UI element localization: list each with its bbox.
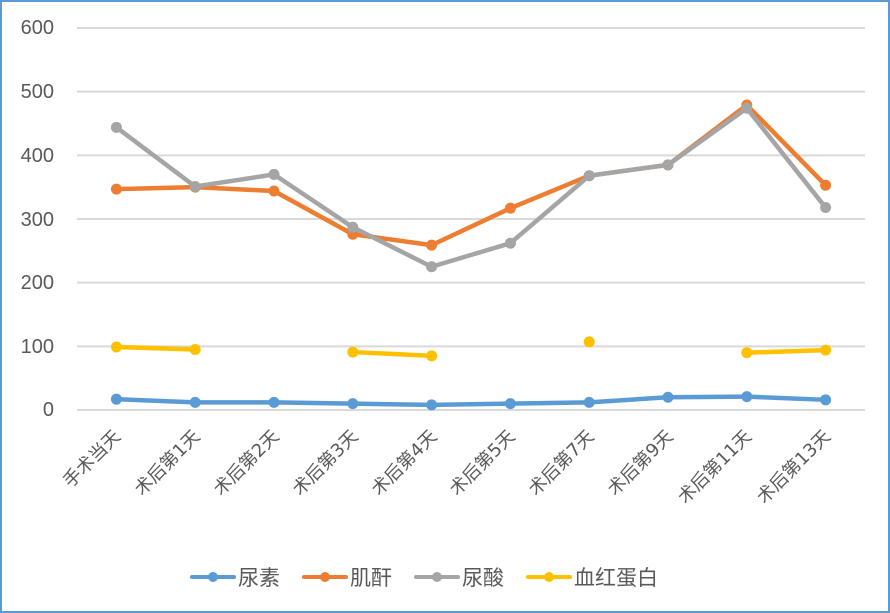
- series-segment: [429, 240, 513, 269]
- legend-label: 尿酸: [462, 566, 504, 590]
- data-point[interactable]: [189, 344, 201, 356]
- series-segment: [665, 394, 750, 400]
- series-segment: [192, 184, 277, 194]
- data-point[interactable]: [820, 394, 832, 406]
- data-point[interactable]: [189, 181, 201, 193]
- data-point[interactable]: [426, 350, 438, 362]
- series-1[interactable]: [110, 99, 832, 251]
- y-tick-100: 100: [20, 336, 54, 358]
- data-point[interactable]: [110, 121, 122, 133]
- series-lines: [110, 99, 832, 411]
- series-segment: [429, 205, 513, 248]
- data-point[interactable]: [426, 239, 438, 251]
- data-point[interactable]: [426, 261, 438, 273]
- y-tick-300: 300: [20, 209, 54, 231]
- data-point[interactable]: [820, 202, 832, 214]
- series-segment: [586, 395, 671, 405]
- y-tick-500: 500: [20, 81, 54, 103]
- series-segment: [350, 349, 434, 359]
- data-point[interactable]: [347, 398, 359, 410]
- legend-label: 肌酐: [350, 566, 392, 590]
- data-point[interactable]: [820, 344, 832, 356]
- y-tick-600: 600: [20, 17, 54, 39]
- series-segment: [508, 173, 592, 211]
- legend-label: 血红蛋白: [574, 566, 658, 590]
- series-segment: [114, 396, 198, 405]
- data-point[interactable]: [504, 237, 516, 249]
- series-segment: [665, 105, 750, 168]
- data-point[interactable]: [268, 168, 280, 180]
- data-point[interactable]: [110, 183, 122, 195]
- series-segment: [114, 344, 198, 352]
- y-tick-0: 0: [42, 399, 54, 421]
- series-segment: [350, 225, 434, 269]
- data-point[interactable]: [189, 396, 201, 408]
- data-point[interactable]: [583, 170, 595, 182]
- series-segment: [508, 173, 592, 246]
- data-point[interactable]: [504, 398, 516, 410]
- series-segment: [350, 232, 434, 248]
- legend-item-uric-acid[interactable]: 尿酸: [414, 562, 504, 592]
- data-point[interactable]: [268, 396, 280, 408]
- data-point[interactable]: [662, 159, 674, 171]
- series-segment: [114, 184, 198, 192]
- series-2[interactable]: [110, 102, 832, 273]
- gridlines: [77, 27, 865, 411]
- line-marker-icon: [190, 572, 236, 582]
- series-3[interactable]: [110, 336, 832, 362]
- series-segment: [744, 347, 828, 355]
- series-segment: [586, 162, 671, 178]
- legend-label: 尿素: [238, 566, 280, 590]
- data-point[interactable]: [741, 102, 753, 114]
- series-segment: [114, 125, 198, 189]
- legend: 尿素 肌酐 尿酸 血红蛋白: [190, 562, 720, 592]
- line-marker-icon: [302, 572, 348, 582]
- data-point[interactable]: [110, 393, 122, 405]
- data-point[interactable]: [268, 185, 280, 197]
- series-segment: [508, 400, 592, 406]
- series-0[interactable]: [110, 391, 832, 411]
- data-point[interactable]: [583, 396, 595, 408]
- series-segment: [744, 102, 828, 188]
- legend-item-creatinine[interactable]: 肌酐: [302, 562, 392, 592]
- line-marker-icon: [414, 572, 460, 582]
- data-point[interactable]: [426, 399, 438, 411]
- data-point[interactable]: [820, 179, 832, 191]
- y-tick-200: 200: [20, 272, 54, 294]
- data-point[interactable]: [504, 202, 516, 214]
- series-segment: [350, 401, 434, 408]
- line-marker-icon: [526, 572, 572, 582]
- data-point[interactable]: [583, 336, 595, 348]
- legend-item-urea[interactable]: 尿素: [190, 562, 280, 592]
- data-point[interactable]: [741, 391, 753, 403]
- series-segment: [271, 172, 356, 230]
- data-point[interactable]: [347, 346, 359, 358]
- y-tick-400: 400: [20, 145, 54, 167]
- data-point[interactable]: [662, 391, 674, 403]
- series-segment: [192, 172, 277, 189]
- series-segment: [271, 188, 356, 237]
- series-segment: [744, 394, 828, 403]
- data-point[interactable]: [347, 221, 359, 233]
- legend-item-hemoglobin[interactable]: 血红蛋白: [526, 562, 658, 592]
- series-segment: [744, 105, 828, 210]
- data-point[interactable]: [741, 347, 753, 359]
- series-segment: [429, 401, 513, 408]
- series-segment: [271, 400, 356, 406]
- data-point[interactable]: [110, 341, 122, 353]
